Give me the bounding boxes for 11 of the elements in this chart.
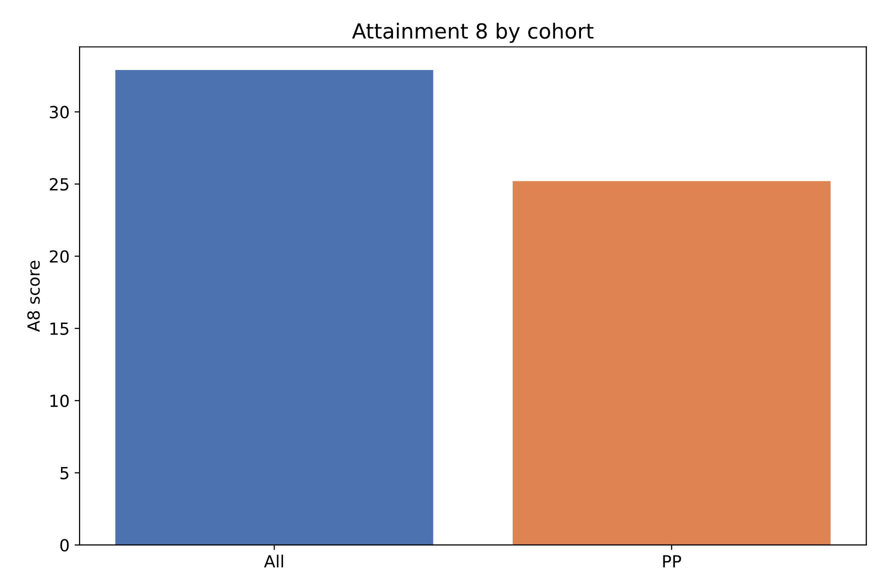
y-tick-label: 15 [50,322,68,335]
y-tick-label: 30 [50,106,69,118]
x-tick-label: All [264,554,284,568]
y-tick-label: 20 [50,250,69,263]
y-tick-label: 10 [50,394,69,408]
y-tick-label: 5 [60,466,68,480]
y-axis-title: A8 score [27,260,40,332]
y-tick-label: 0 [60,538,69,552]
chart-title: Attainment 8 by cohort [352,22,594,43]
x-tick-label: PP [663,555,682,568]
y-tick-label: 25 [50,178,68,191]
